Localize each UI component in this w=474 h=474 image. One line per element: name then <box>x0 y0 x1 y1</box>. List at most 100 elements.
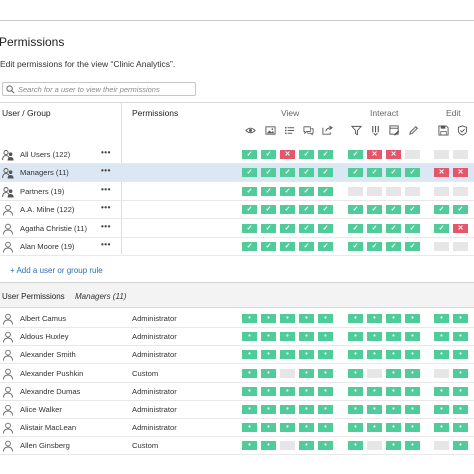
permission-cell[interactable]: ✕ <box>434 168 449 178</box>
permission-cell[interactable]: ✓ <box>318 242 333 251</box>
permission-cell[interactable]: • <box>386 332 401 342</box>
more-options-icon[interactable]: ••• <box>101 203 111 213</box>
permission-cell[interactable]: • <box>405 368 420 378</box>
permission-cell[interactable]: ✓ <box>348 242 363 251</box>
permission-cell[interactable]: • <box>318 441 333 451</box>
permission-cell[interactable]: • <box>434 405 449 414</box>
permission-cell[interactable]: • <box>242 368 257 378</box>
permission-cell[interactable]: ✓ <box>242 168 257 178</box>
permission-cell[interactable]: • <box>280 423 295 433</box>
permission-cell[interactable] <box>367 441 382 451</box>
permission-cell[interactable]: • <box>299 386 314 396</box>
permission-cell[interactable]: ✓ <box>405 168 420 178</box>
permission-cell[interactable]: • <box>386 386 401 396</box>
permission-cell[interactable]: ✓ <box>367 168 382 178</box>
permission-cell[interactable]: ✓ <box>261 242 276 251</box>
rule-row[interactable]: Managers (11) ••• ✓ ✓ ✓ ✓ ✓ ✓ ✓ ✓ ✓ ✕ ✕ <box>0 164 474 183</box>
permission-cell[interactable]: • <box>367 314 382 323</box>
permission-cell[interactable]: • <box>318 423 333 433</box>
permission-cell[interactable]: • <box>386 405 401 414</box>
user-row[interactable]: Albert Camus Administrator • • • • • • • • • • • <box>0 310 474 328</box>
permission-cell[interactable]: ✓ <box>405 242 420 251</box>
add-rule-link[interactable]: + Add a user or group rule <box>10 266 103 275</box>
permission-cell[interactable]: • <box>348 368 363 378</box>
more-options-icon[interactable]: ••• <box>101 148 111 157</box>
permission-cell[interactable]: • <box>318 350 333 360</box>
permission-cell[interactable]: ✓ <box>261 205 276 215</box>
permission-cell[interactable]: • <box>453 423 468 433</box>
permission-cell[interactable]: ✓ <box>242 242 257 251</box>
permission-cell[interactable]: • <box>261 332 276 342</box>
permission-cell[interactable]: • <box>299 405 314 414</box>
permission-cell[interactable]: • <box>434 350 449 360</box>
permission-cell[interactable]: • <box>280 350 295 360</box>
permission-cell[interactable]: • <box>453 332 468 342</box>
permission-cell[interactable] <box>386 186 401 196</box>
user-row[interactable]: Alistair MacLean Administrator • • • • • • • • • • • <box>0 419 474 438</box>
permission-cell[interactable]: • <box>367 332 382 342</box>
permission-cell[interactable]: ✓ <box>261 223 276 233</box>
user-row[interactable]: Allen Ginsberg Custom • • • • • • • • <box>0 437 474 456</box>
permission-cell[interactable]: • <box>434 423 449 433</box>
permission-cell[interactable]: • <box>242 314 257 323</box>
permission-cell[interactable]: ✓ <box>299 223 314 233</box>
permission-cell[interactable] <box>434 242 449 251</box>
permission-cell[interactable]: ✓ <box>386 205 401 215</box>
permission-cell[interactable]: • <box>386 350 401 360</box>
permission-cell[interactable]: • <box>405 405 420 414</box>
permission-cell[interactable] <box>367 368 382 378</box>
permission-cell[interactable]: ✓ <box>261 150 276 159</box>
more-options-icon[interactable]: ••• <box>101 166 111 176</box>
permission-cell[interactable]: • <box>299 332 314 342</box>
permission-cell[interactable]: ✕ <box>386 150 401 159</box>
permission-cell[interactable]: ✓ <box>318 186 333 196</box>
permission-cell[interactable]: ✓ <box>242 186 257 196</box>
permission-cell[interactable]: • <box>367 405 382 414</box>
permission-cell[interactable]: • <box>386 314 401 323</box>
permission-cell[interactable]: • <box>318 368 333 378</box>
permission-cell[interactable]: ✓ <box>280 168 295 178</box>
rule-row[interactable]: Agatha Christie (11) ••• ✓ ✓ ✓ ✓ ✓ ✓ ✓ ✓ ✓ ✓ ✕ <box>0 220 474 238</box>
permission-cell[interactable]: ✓ <box>261 168 276 178</box>
user-row[interactable]: Aldous Huxley Administrator • • • • • • • • • • • <box>0 328 474 347</box>
permission-cell[interactable]: • <box>318 386 333 396</box>
permission-cell[interactable]: • <box>299 350 314 360</box>
permission-cell[interactable]: • <box>453 350 468 360</box>
permission-cell[interactable]: • <box>261 405 276 414</box>
permission-cell[interactable]: ✓ <box>386 242 401 251</box>
permission-cell[interactable]: ✕ <box>367 150 382 159</box>
permission-cell[interactable]: • <box>261 314 276 323</box>
user-row[interactable]: Alexander Smith Administrator • • • • • • • • • • • <box>0 346 474 365</box>
permission-cell[interactable]: • <box>434 332 449 342</box>
permission-cell[interactable]: • <box>280 386 295 396</box>
permission-cell[interactable]: • <box>261 350 276 360</box>
permission-cell[interactable]: ✓ <box>318 168 333 178</box>
permission-cell[interactable]: • <box>261 368 276 378</box>
permission-cell[interactable]: ✓ <box>299 150 314 159</box>
permission-cell[interactable]: ✓ <box>280 223 295 233</box>
permission-cell[interactable] <box>453 242 468 251</box>
permission-cell[interactable]: • <box>348 441 363 451</box>
permission-cell[interactable] <box>434 150 449 159</box>
permission-cell[interactable]: ✓ <box>348 168 363 178</box>
permission-cell[interactable]: ✓ <box>405 205 420 215</box>
user-row[interactable]: Alexander Pushkin Custom • • • • • • • • <box>0 365 474 383</box>
permission-cell[interactable]: • <box>453 441 468 451</box>
permission-cell[interactable]: ✕ <box>280 150 295 159</box>
more-options-icon[interactable]: ••• <box>101 184 111 194</box>
rule-row[interactable]: All Users (122) ••• ✓ ✓ ✕ ✓ ✓ ✓ ✕ ✕ <box>0 146 474 164</box>
permission-cell[interactable]: • <box>299 314 314 323</box>
permission-cell[interactable]: • <box>280 332 295 342</box>
permission-cell[interactable]: ✓ <box>280 186 295 196</box>
permission-cell[interactable]: ✓ <box>261 186 276 196</box>
permission-cell[interactable]: ✓ <box>367 223 382 233</box>
permission-cell[interactable]: • <box>405 350 420 360</box>
permission-cell[interactable]: • <box>367 386 382 396</box>
permission-cell[interactable]: • <box>299 423 314 433</box>
permission-cell[interactable]: • <box>453 386 468 396</box>
permission-cell[interactable]: ✓ <box>280 205 295 215</box>
permission-cell[interactable]: ✓ <box>453 205 468 215</box>
permission-cell[interactable] <box>280 441 295 451</box>
permission-cell[interactable]: • <box>386 368 401 378</box>
permission-cell[interactable]: • <box>405 423 420 433</box>
